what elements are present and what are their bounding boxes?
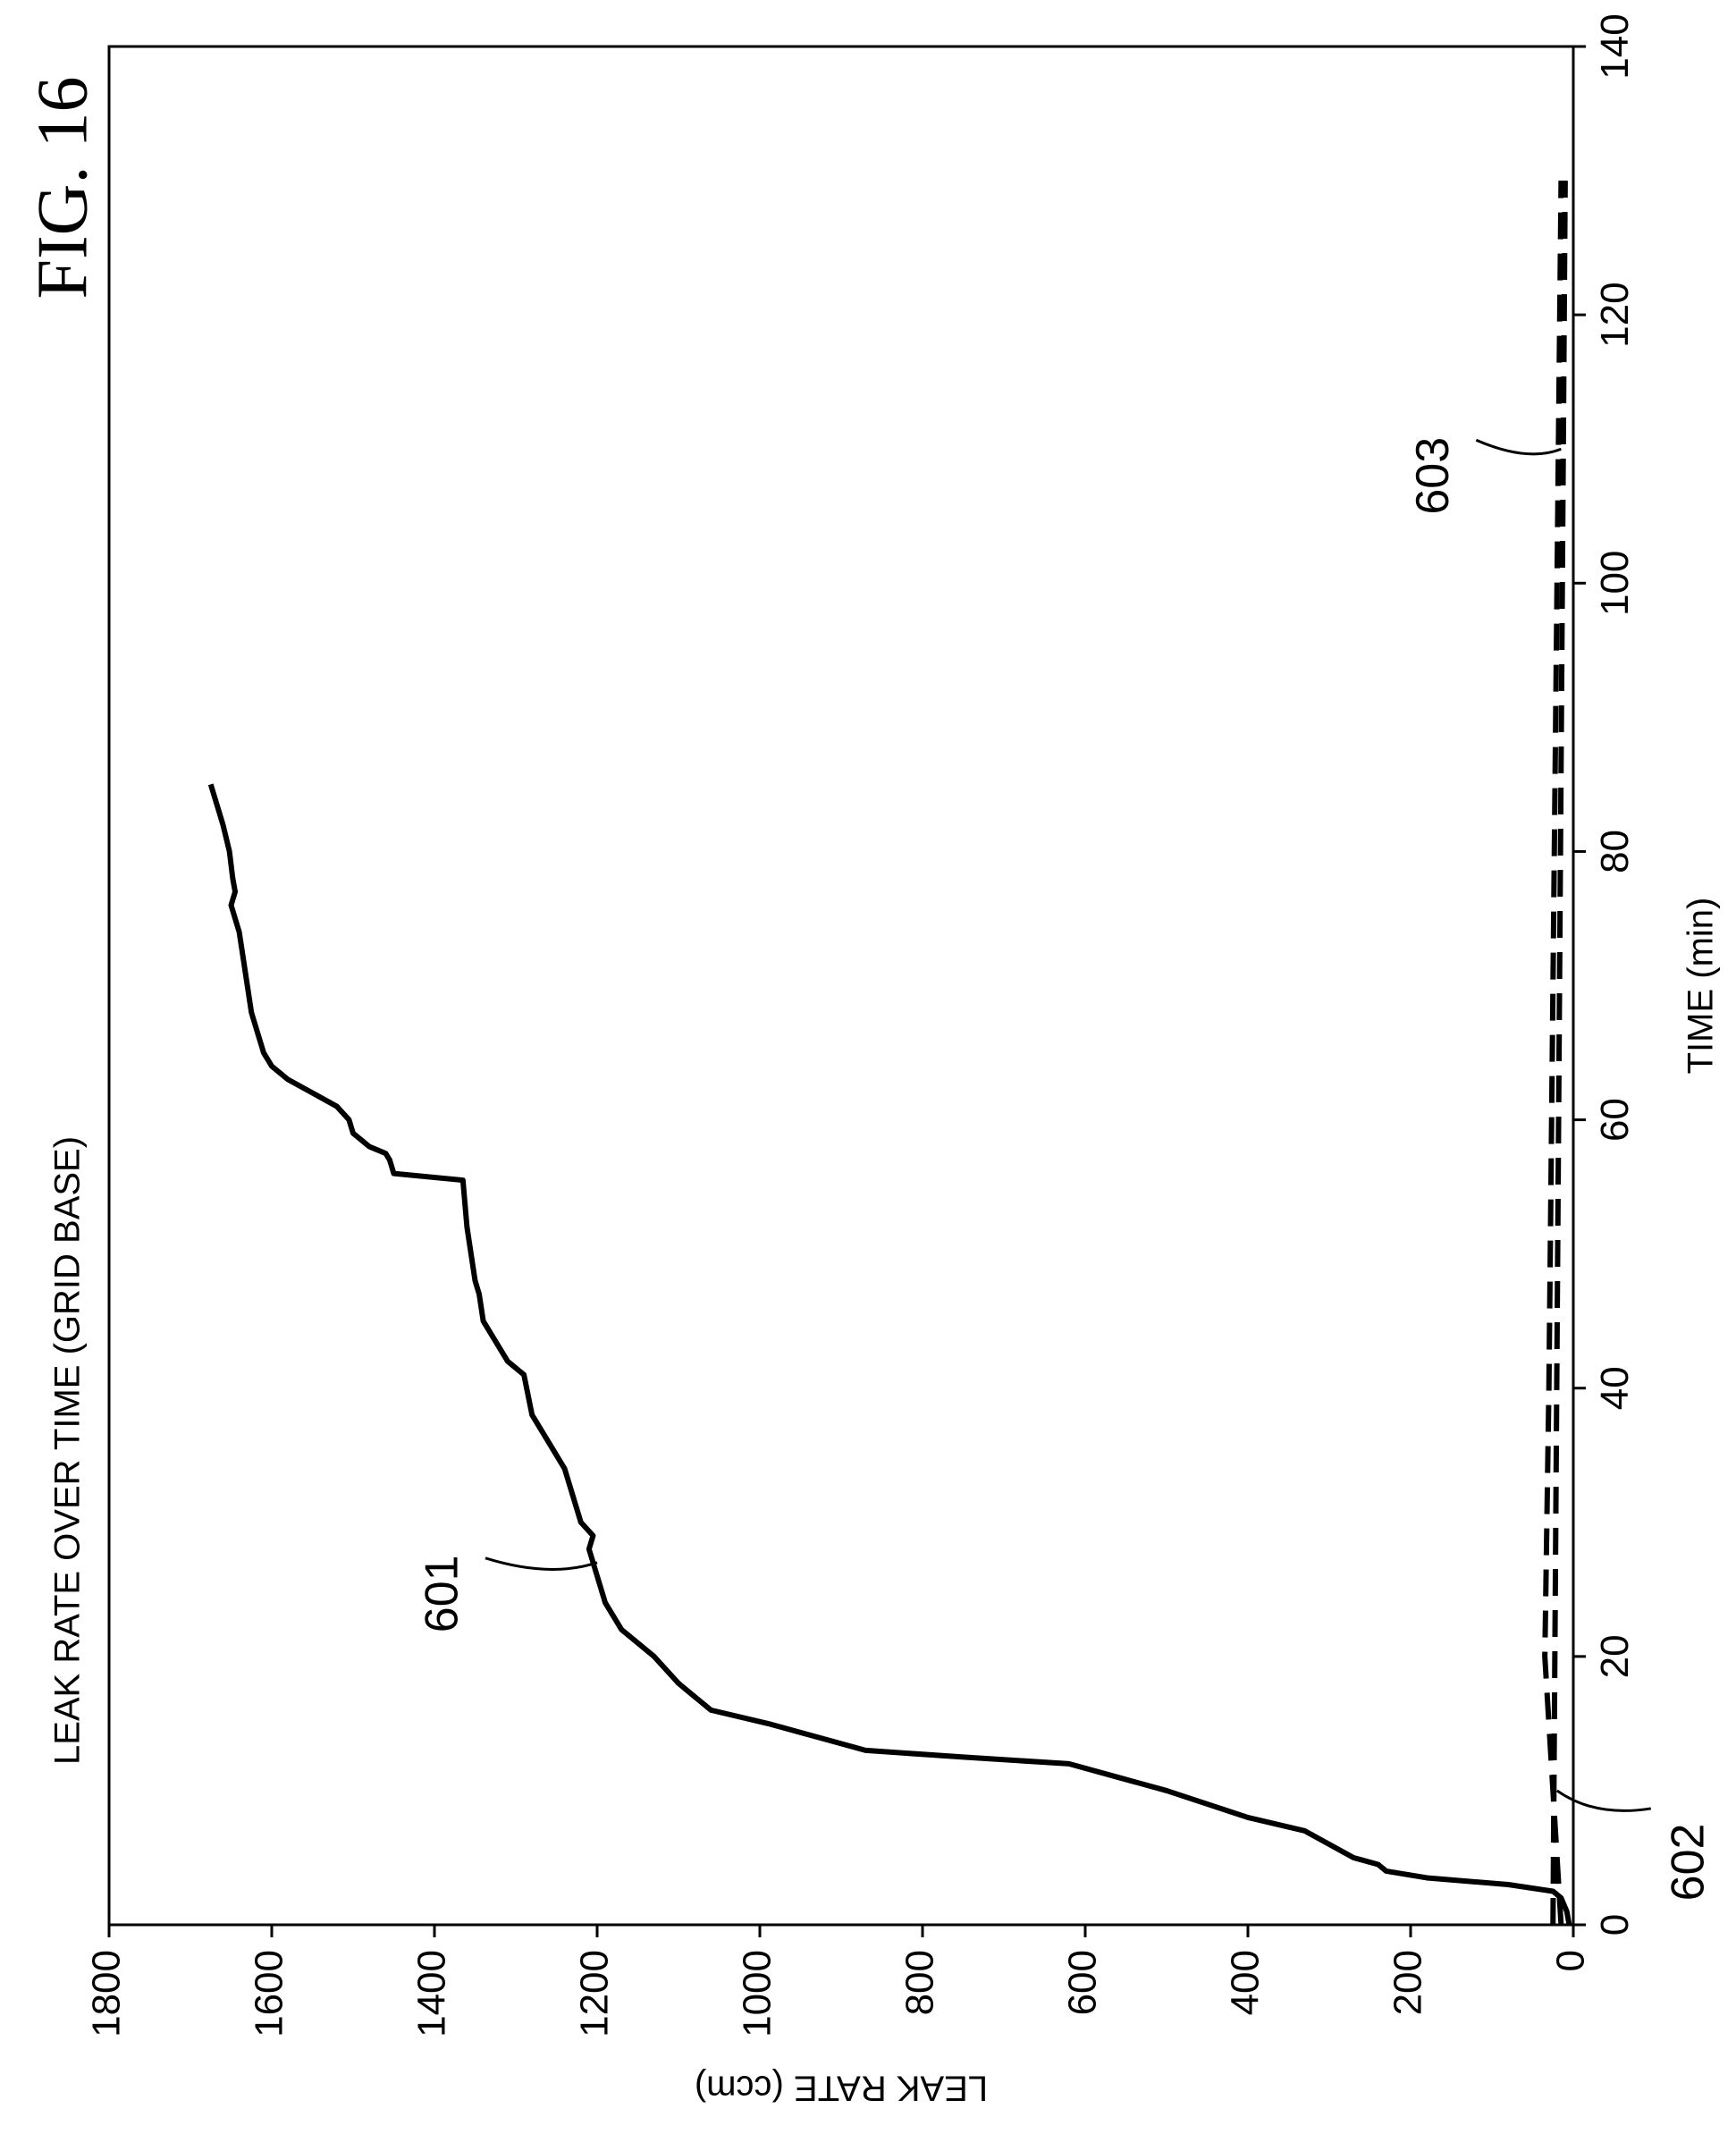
leader-line-601 — [485, 1556, 598, 1571]
figure-label: FIG. 16 — [23, 77, 102, 299]
x-tick-label: 80 — [1593, 830, 1637, 873]
y-axis-ticks: 0 200 400 600 800 1000 1200 1400 1600 1800 — [85, 1925, 1593, 2037]
series-line-602 — [1550, 181, 1568, 1926]
x-tick-label: 100 — [1593, 551, 1637, 616]
leader-line-602 — [1555, 1789, 1652, 1812]
plot-frame — [107, 45, 1575, 1927]
x-tick-label: 60 — [1593, 1098, 1637, 1142]
y-tick-label: 1400 — [410, 1950, 454, 2037]
x-tick-label: 140 — [1593, 13, 1637, 79]
x-axis-label: TIME (min) — [1681, 898, 1721, 1075]
y-tick-label: 600 — [1061, 1950, 1105, 2015]
ref-label-603: 603 — [1407, 437, 1459, 515]
reference-annotations: 601 602 603 — [417, 437, 1715, 1901]
plot-root: 0 20 40 60 80 100 120 140 0 200 400 600 800 1000 1200… — [48, 13, 1721, 2107]
chart-title: LEAK RATE OVER TIME (GRID BASE) — [48, 1136, 88, 1765]
y-axis-label: LEAK RATE (ccm) — [695, 2068, 988, 2107]
ref-label-601: 601 — [417, 1555, 468, 1632]
y-tick-label: 800 — [898, 1950, 942, 2015]
y-tick-label: 1800 — [85, 1950, 129, 2037]
x-tick-label: 20 — [1593, 1634, 1637, 1678]
y-tick-label: 1600 — [248, 1950, 291, 2037]
x-tick-label: 0 — [1593, 1914, 1637, 1936]
ref-label-602: 602 — [1663, 1824, 1715, 1902]
y-tick-label: 400 — [1224, 1950, 1268, 2015]
series-line-603 — [1542, 181, 1564, 1926]
x-tick-label: 120 — [1593, 282, 1637, 347]
series-layer — [207, 181, 1572, 1926]
y-tick-label: 200 — [1386, 1950, 1430, 2015]
y-tick-label: 0 — [1549, 1950, 1593, 1971]
y-tick-label: 1200 — [573, 1950, 617, 2037]
series-line-601 — [207, 783, 1572, 1926]
x-tick-label: 40 — [1593, 1366, 1637, 1410]
leader-line-603 — [1475, 438, 1562, 456]
x-axis-ticks: 0 20 40 60 80 100 120 140 — [1573, 13, 1637, 1936]
y-tick-label: 1000 — [736, 1950, 780, 2037]
